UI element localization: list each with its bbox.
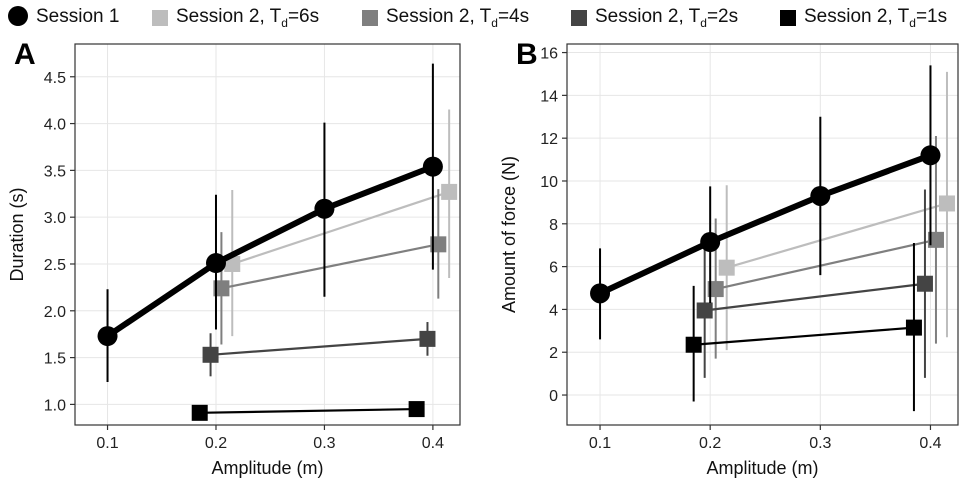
chart-panel-b: 0 2 4 6 8 10 12 14 16 0.1 0.2 0.3 0.4 Amplitude (m) Am… (499, 38, 959, 478)
legend-square-marker (571, 9, 587, 26)
data-point (590, 283, 611, 304)
legend-label: Session 1 (36, 6, 120, 27)
data-point (920, 145, 941, 166)
legend-item: Session 2, Td=2s (571, 6, 738, 30)
y-tick-label: 4.5 (44, 70, 66, 87)
y-tick-label: 0 (549, 388, 558, 405)
x-tick-label: 0.3 (313, 435, 335, 452)
data-point (314, 198, 335, 219)
series-line (726, 202, 948, 269)
legend-item: Session 2, Td=4s (362, 6, 529, 30)
data-point (718, 259, 735, 276)
series-session-2-td-4 (685, 243, 922, 412)
data-point (938, 195, 955, 212)
data-point (213, 280, 230, 297)
y-tick-label: 6 (549, 260, 558, 277)
series-line (598, 152, 932, 297)
legend-item: Session 1 (8, 6, 119, 28)
legend-label: Session 2, Td=6s (176, 6, 320, 30)
legend-label: Session 2, Td=4s (386, 6, 530, 30)
data-point (916, 275, 933, 292)
y-tick-label: 12 (540, 131, 558, 148)
legend-label: Session 2, Td=2s (595, 6, 739, 30)
y-axis-label: Amount of force (N) (499, 156, 519, 313)
x-axis-label: Amplitude (m) (706, 458, 818, 478)
legend: Session 1 Session 2, Td=6s Session 2, Td=4… (0, 2, 970, 32)
x-tick-label: 0.2 (699, 435, 721, 452)
y-tick-label: 3.5 (44, 163, 66, 180)
data-point (191, 404, 208, 421)
chart-panel-a: 1.0 1.5 2.0 2.5 3.0 3.5 4.0 4.5 0.1 0.2 0.3 0.4 Ampl… (7, 38, 461, 478)
series-line (105, 163, 434, 339)
data-point (905, 319, 922, 336)
data-point (927, 231, 944, 248)
data-point (685, 336, 702, 353)
legend-square-marker (152, 9, 168, 26)
series-line (693, 326, 915, 346)
x-tick-label: 0.1 (96, 435, 118, 452)
x-tick-label: 0.3 (809, 435, 831, 452)
y-tick-label: 1.0 (44, 397, 66, 414)
series-line (704, 282, 926, 312)
y-tick-label: 8 (549, 217, 558, 234)
series-line (231, 190, 450, 266)
y-tick-label: 2.0 (44, 304, 66, 321)
y-axis-label: Duration (s) (7, 187, 27, 281)
x-tick-label: 0.4 (422, 435, 444, 452)
data-point (205, 253, 226, 274)
series-session-2-td-1 (718, 71, 955, 351)
series-session-2-td-2 (213, 189, 447, 345)
series-session-1 (97, 63, 443, 382)
data-point (810, 185, 831, 206)
data-point (441, 183, 458, 200)
data-point (707, 281, 724, 298)
series-session-2-td-3 (696, 189, 933, 378)
legend-label: Session 2, Td=1s (804, 6, 948, 30)
panel-label: B (516, 38, 538, 71)
data-point (700, 231, 721, 252)
data-point (408, 401, 425, 418)
y-tick-label: 16 (540, 46, 558, 63)
panel-label: A (14, 38, 36, 71)
y-tick-label: 1.5 (44, 351, 66, 368)
y-tick-label: 2 (549, 345, 558, 362)
y-tick-label: 4 (549, 302, 558, 319)
data-point (422, 156, 443, 177)
plot-frame (566, 43, 959, 426)
legend-item: Session 2, Td=6s (152, 6, 319, 30)
y-tick-label: 4.0 (44, 117, 66, 134)
data-point (97, 326, 118, 347)
data-point (430, 236, 447, 253)
data-point (419, 330, 436, 347)
series-line (199, 407, 417, 414)
series-line (715, 238, 937, 291)
series-session-2-td-4 (191, 401, 425, 421)
series-session-2-td-1 (224, 109, 458, 337)
data-point (696, 302, 713, 319)
legend-square-marker (780, 9, 796, 26)
x-axis-label: Amplitude (m) (211, 458, 323, 478)
y-tick-label: 10 (540, 174, 558, 191)
series-line (221, 243, 439, 290)
series-session-1 (590, 65, 941, 340)
y-tick-label: 14 (540, 88, 558, 105)
x-tick-label: 0.4 (919, 435, 941, 452)
series-session-2-td-3 (202, 322, 436, 377)
legend-circle-marker (8, 6, 28, 26)
series-line (210, 337, 428, 356)
x-tick-label: 0.2 (205, 435, 227, 452)
legend-square-marker (362, 9, 378, 26)
data-point (202, 346, 219, 363)
y-tick-label: 2.5 (44, 257, 66, 274)
x-tick-label: 0.1 (589, 435, 611, 452)
plot-frame (74, 43, 461, 426)
y-tick-label: 3.0 (44, 210, 66, 227)
legend-item: Session 2, Td=1s (780, 6, 947, 30)
